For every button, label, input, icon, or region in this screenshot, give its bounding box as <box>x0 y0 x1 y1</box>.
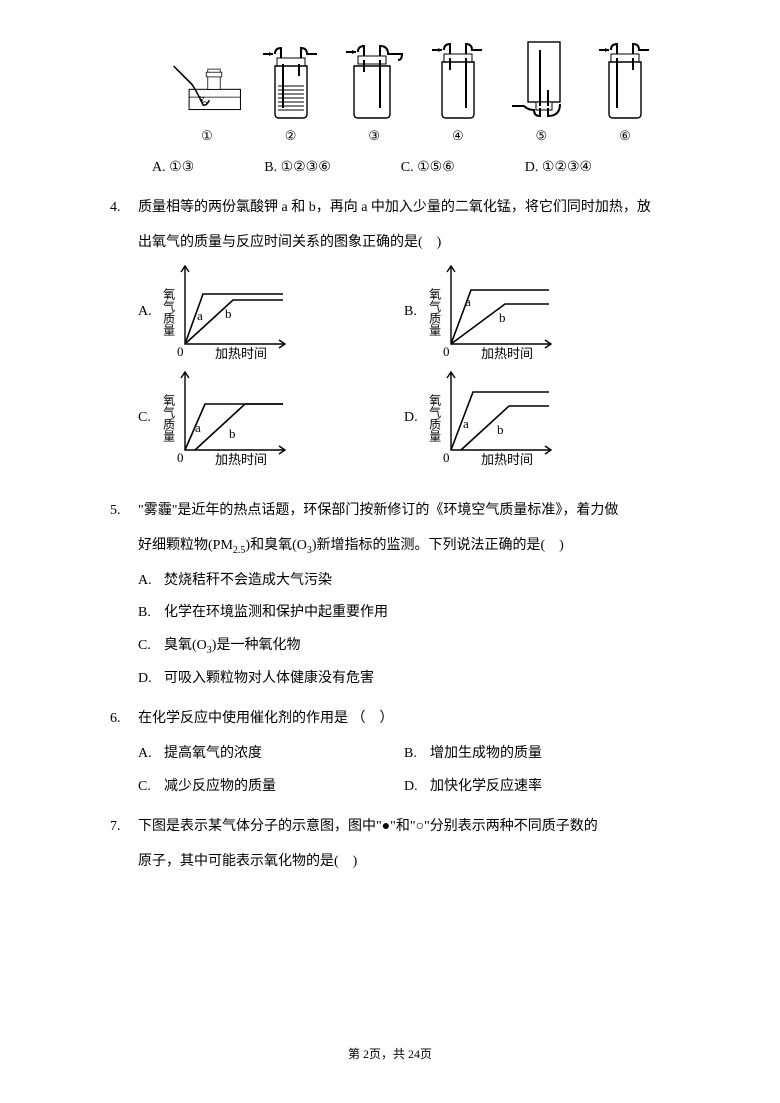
q3-option-c: C. ①⑤⑥ <box>401 155 455 182</box>
q3-diagram-row <box>110 40 670 120</box>
chart-d: a b 0 加热时间 <box>441 370 561 466</box>
chart-yaxis-c: 氧气质量 <box>162 394 175 442</box>
diag-num-3: ③ <box>339 124 409 149</box>
diagram-1 <box>172 40 242 120</box>
svg-text:0: 0 <box>177 344 184 359</box>
svg-text:加热时间: 加热时间 <box>481 452 533 466</box>
q6-number: 6. <box>110 706 138 806</box>
q5-option-b: B.化学在环境监测和保护中起重要作用 <box>138 600 670 627</box>
svg-text:a: a <box>465 294 471 309</box>
svg-text:b: b <box>225 306 232 321</box>
svg-text:加热时间: 加热时间 <box>481 346 533 360</box>
q4-stem-l2: 出氧气的质量与反应时间关系的图象正确的是( ) <box>138 230 670 257</box>
chart-b: a b 0 加热时间 <box>441 264 561 360</box>
svg-text:b: b <box>229 426 236 441</box>
question-7: 7. 下图是表示某气体分子的示意图，图中"●"和"○"分别表示两种不同质子数的 … <box>110 814 670 883</box>
diag-num-2: ② <box>256 124 326 149</box>
diagram-4 <box>423 40 493 120</box>
q4-stem-l1: 质量相等的两份氯酸钾 a 和 b，再向 a 中加入少量的二氧化锰，将它们同时加热… <box>138 195 670 222</box>
diagram-3 <box>339 40 409 120</box>
q7-stem-l1: 下图是表示某气体分子的示意图，图中"●"和"○"分别表示两种不同质子数的 <box>138 814 670 841</box>
svg-text:加热时间: 加热时间 <box>215 452 267 466</box>
svg-text:b: b <box>499 310 506 325</box>
q5-stem-l1: "雾霾"是近年的热点话题，环保部门按新修订的《环境空气质量标准》，着力做 <box>138 498 670 525</box>
q5-option-d: D.可吸入颗粒物对人体健康没有危害 <box>138 666 670 693</box>
q5-number: 5. <box>110 498 138 698</box>
question-4: 4. 质量相等的两份氯酸钾 a 和 b，再向 a 中加入少量的二氧化锰，将它们同… <box>110 195 670 490</box>
q6-option-d: D.加快化学反应速率 <box>404 774 670 801</box>
chart-yaxis-a: 氧气质量 <box>162 288 175 336</box>
q7-stem-l2: 原子，其中可能表示氧化物的是( ) <box>138 849 670 876</box>
q6-option-c: C.减少反应物的质量 <box>138 774 404 801</box>
chart-a: a b 0 加热时间 <box>175 264 295 360</box>
svg-text:b: b <box>497 422 504 437</box>
q3-option-b: B. ①②③⑥ <box>264 155 331 182</box>
q6-stem: 在化学反应中使用催化剂的作用是 （ ） <box>138 706 670 733</box>
question-6: 6. 在化学反应中使用催化剂的作用是 （ ） A.提高氧气的浓度 B.增加生成物… <box>110 706 670 806</box>
diag-num-4: ④ <box>423 124 493 149</box>
q3-options: A. ①③ B. ①②③⑥ C. ①⑤⑥ D. ①②③④ <box>110 155 670 182</box>
svg-text:0: 0 <box>177 450 184 465</box>
page-footer: 第 2页，共 24页 <box>110 1043 670 1066</box>
diag-num-6: ⑥ <box>590 124 660 149</box>
svg-text:a: a <box>463 416 469 431</box>
svg-text:0: 0 <box>443 344 450 359</box>
chart-yaxis-b: 氧气质量 <box>428 288 441 336</box>
q5-option-c: C.臭氧(O3)是一种氧化物 <box>138 633 670 660</box>
diag-num-1: ① <box>172 124 242 149</box>
svg-text:a: a <box>195 420 201 435</box>
svg-text:加热时间: 加热时间 <box>215 346 267 360</box>
diag-num-5: ⑤ <box>506 124 576 149</box>
svg-text:0: 0 <box>443 450 450 465</box>
q3-number-row: ① ② ③ ④ ⑤ ⑥ <box>110 124 670 149</box>
q4-option-d: D. 氧气质量 a b 0 加热时间 <box>404 370 670 466</box>
q5-stem-l2: 好细颗粒物(PM2.5)和臭氧(O3)新增指标的监测。下列说法正确的是( ) <box>138 533 670 560</box>
chart-c: a b 0 加热时间 <box>175 370 295 466</box>
q6-option-b: B.增加生成物的质量 <box>404 741 670 768</box>
question-5: 5. "雾霾"是近年的热点话题，环保部门按新修订的《环境空气质量标准》，着力做 … <box>110 498 670 698</box>
q4-option-a: A. 氧气质量 a b 0 加热时间 <box>138 264 404 360</box>
q6-option-a: A.提高氧气的浓度 <box>138 741 404 768</box>
q3-option-a: A. ①③ <box>152 155 194 182</box>
chart-yaxis-d: 氧气质量 <box>428 394 441 442</box>
q7-number: 7. <box>110 814 138 883</box>
svg-text:a: a <box>197 308 203 323</box>
diagram-2 <box>256 40 326 120</box>
diagram-5 <box>506 40 576 120</box>
q4-option-b: B. 氧气质量 a b 0 加热时间 <box>404 264 670 360</box>
q3-option-d: D. ①②③④ <box>525 155 592 182</box>
q4-number: 4. <box>110 195 138 490</box>
diagram-6 <box>590 40 660 120</box>
q5-option-a: A.焚烧秸秆不会造成大气污染 <box>138 568 670 595</box>
q4-option-c: C. 氧气质量 a b 0 加热时间 <box>138 370 404 466</box>
